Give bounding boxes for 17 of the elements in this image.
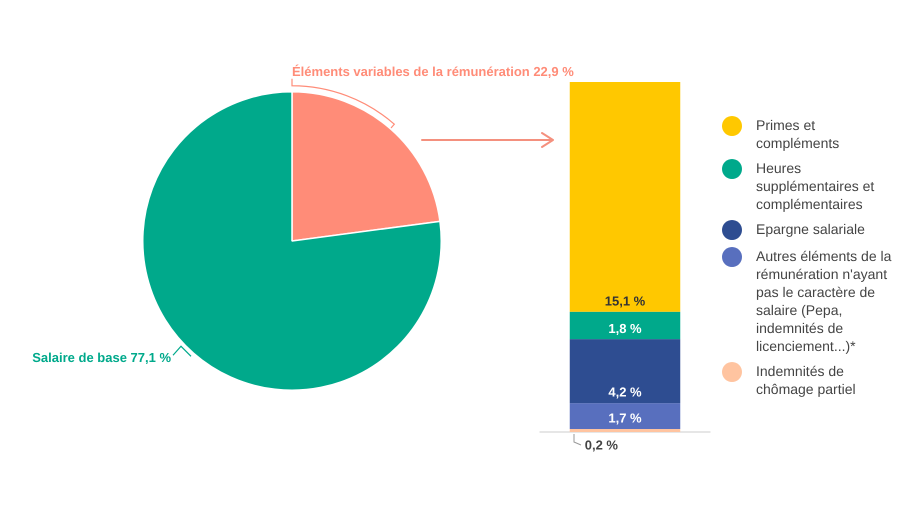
data-label: 15,1 %	[604, 293, 646, 308]
legend-label: Heures supplémentaires et complémentaires	[756, 159, 876, 213]
legend-label: Autres éléments de la rémunération n'ayant pas le caractère de salaire (Pepa, indemnités de licenciement...)*	[756, 247, 892, 355]
bar	[570, 403, 680, 429]
legend-label: Epargne salariale	[756, 220, 866, 238]
legend-label: Indemnités de chômage partiel	[756, 362, 857, 398]
data-label: 1,8 %	[608, 320, 642, 336]
slice-label: Éléments variables de la rémunération 22,9 %	[292, 64, 574, 79]
bar	[570, 339, 680, 404]
data-label: 1,7 %	[608, 410, 642, 426]
bar	[570, 82, 680, 312]
data-label: 4,2 %	[608, 384, 642, 400]
bar	[570, 312, 680, 340]
legend-label: Primes et compléments	[756, 116, 840, 152]
slice-label: Salaire de base 77,1 %	[32, 350, 172, 365]
data-label: 0,2 %	[584, 438, 618, 453]
bar	[570, 428, 680, 432]
